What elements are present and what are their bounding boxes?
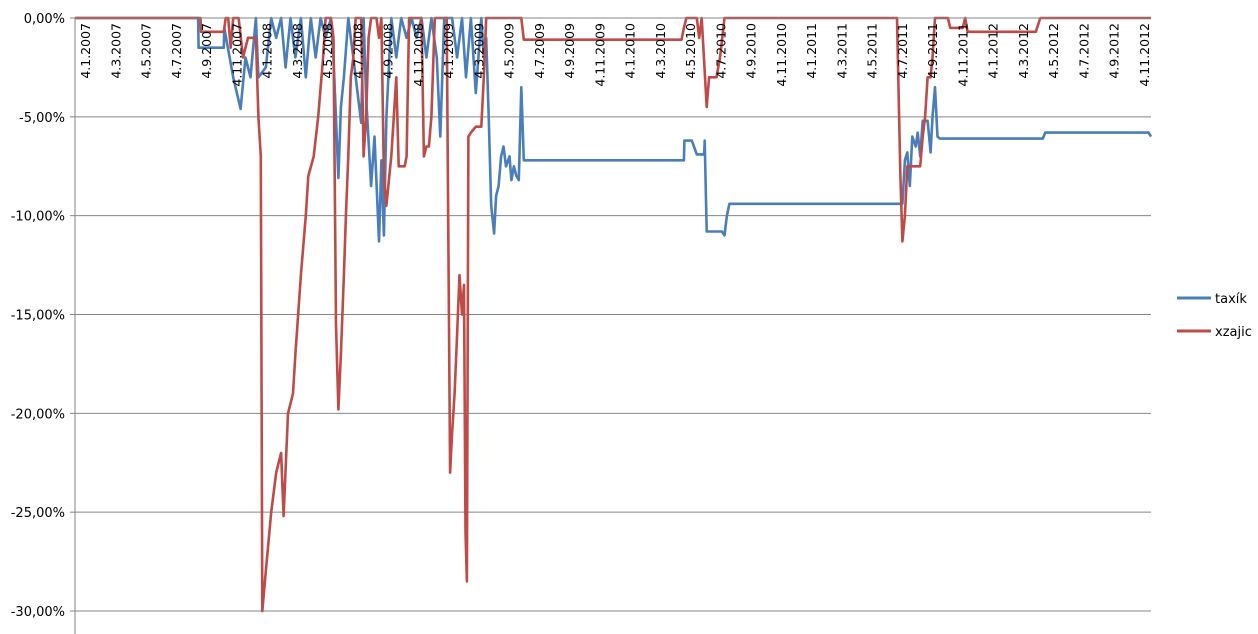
x-tick-label: 4.5.2009 <box>502 23 517 79</box>
x-tick-label: 4.5.2010 <box>683 23 698 79</box>
x-tick-label: 4.1.2008 <box>260 23 275 79</box>
x-tick-label: 4.3.2008 <box>290 23 305 79</box>
x-tick-label: 4.7.2012 <box>1076 23 1091 79</box>
x-tick-label: 4.11.2009 <box>592 23 607 87</box>
x-tick-label: 4.7.2011 <box>895 23 910 79</box>
x-tick-label: 4.11.2008 <box>411 23 426 87</box>
x-tick-label: 4.7.2010 <box>713 23 728 79</box>
x-tick-label: 4.11.2010 <box>774 23 789 87</box>
y-tick-label: -5,00% <box>19 111 65 126</box>
x-tick-label: 4.3.2007 <box>108 23 123 79</box>
x-tick-label: 4.9.2007 <box>199 23 214 79</box>
y-tick-label: 0,00% <box>24 12 65 27</box>
x-tick-label: 4.9.2012 <box>1107 23 1122 79</box>
x-tick-label: 4.11.2007 <box>229 23 244 87</box>
legend: taxík xzajic <box>1177 292 1252 340</box>
x-tick-label: 4.3.2009 <box>471 23 486 79</box>
x-tick-label: 4.3.2010 <box>653 23 668 79</box>
y-tick-label: -20,00% <box>11 407 65 422</box>
x-tick-label: 4.9.2010 <box>744 23 759 79</box>
x-tick-label: 4.3.2011 <box>834 23 849 79</box>
x-tick-label: 4.1.2010 <box>623 23 638 79</box>
y-tick-label: -30,00% <box>11 605 65 620</box>
y-tick-label: -25,00% <box>11 506 65 521</box>
x-tick-label: 4.1.2011 <box>804 23 819 79</box>
x-tick-label: 4.3.2012 <box>1016 23 1031 79</box>
x-tick-label: 4.11.2012 <box>1137 23 1152 87</box>
x-tick-label: 4.11.2011 <box>955 23 970 87</box>
x-tick-label: 4.9.2011 <box>925 23 940 79</box>
x-tick-label: 4.5.2012 <box>1046 23 1061 79</box>
x-tick-label: 4.1.2007 <box>78 23 93 79</box>
legend-label: taxík <box>1215 292 1247 307</box>
gridlines <box>75 116 1151 612</box>
x-tick-label: 4.9.2009 <box>562 23 577 79</box>
y-tick-label: -15,00% <box>11 309 65 324</box>
x-tick-label: 4.9.2008 <box>381 23 396 79</box>
y-tick-label: -10,00% <box>11 210 65 225</box>
x-tick-label: 4.7.2008 <box>350 23 365 79</box>
y-axis-ticks: 0,00% -5,00% -10,00% -15,00% -20,00% -25,00% -… <box>11 12 75 620</box>
x-tick-label: 4.7.2009 <box>532 23 547 79</box>
legend-label: xzajic <box>1215 325 1252 340</box>
x-tick-label: 4.1.2009 <box>441 23 456 79</box>
x-tick-label: 4.5.2011 <box>865 23 880 79</box>
x-tick-label: 4.5.2008 <box>320 23 335 79</box>
x-tick-label: 4.1.2012 <box>986 23 1001 79</box>
series-line-xzajic <box>75 16 1151 613</box>
x-tick-label: 4.5.2007 <box>139 23 154 79</box>
x-axis-ticks: 4.1.2007 4.3.2007 4.5.2007 4.7.2007 4.9.2007… <box>78 23 1152 87</box>
x-tick-label: 4.7.2007 <box>169 23 184 79</box>
